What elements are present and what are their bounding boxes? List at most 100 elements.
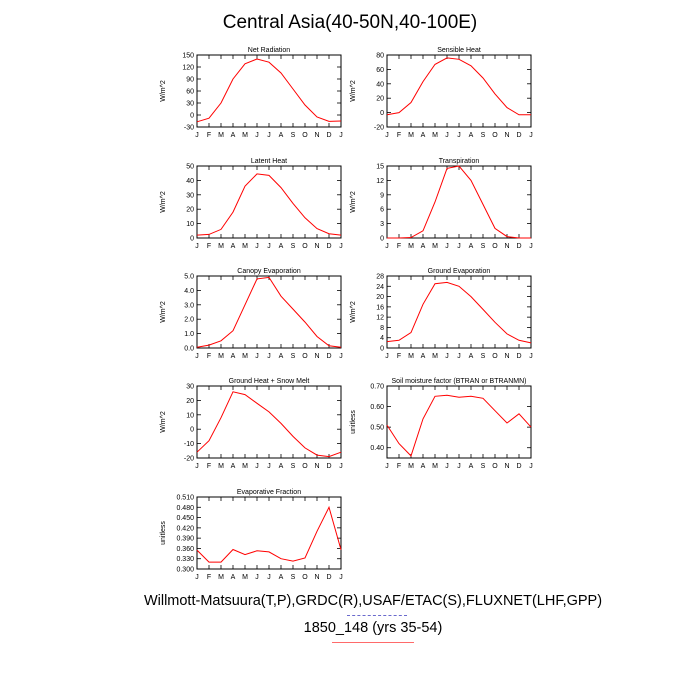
y-axis-label: W/m^2	[160, 301, 167, 323]
y-axis-label: W/m^2	[350, 80, 357, 102]
x-tick-label: D	[326, 353, 331, 360]
y-axis-label: W/m^2	[350, 301, 357, 323]
x-tick-label: J	[267, 243, 271, 250]
series-line	[386, 57, 531, 116]
x-tick-label: J	[445, 463, 449, 470]
x-tick-label: O	[302, 463, 308, 470]
x-tick-label: M	[432, 463, 438, 470]
x-tick-label: D	[326, 574, 331, 581]
x-tick-label: S	[481, 132, 486, 139]
x-tick-label: F	[397, 463, 401, 470]
x-tick-label: A	[279, 574, 284, 581]
y-tick-label: 0.60	[370, 404, 384, 411]
panel-title: Transpiration	[439, 158, 480, 165]
x-tick-label: D	[326, 243, 331, 250]
y-tick-label: 60	[186, 89, 194, 96]
series-line	[196, 391, 342, 458]
caption-case-name: 1850_148 (yrs 35-54)	[303, 620, 443, 636]
x-tick-label: S	[481, 353, 486, 360]
panel-title: Canopy Evaporation	[237, 268, 301, 275]
x-tick-label: J	[339, 574, 343, 581]
x-tick-label: A	[469, 353, 474, 360]
x-tick-label: A	[231, 353, 236, 360]
series-line	[196, 276, 342, 348]
y-tick-label: -10	[184, 441, 194, 448]
y-tick-label: 0	[190, 113, 194, 120]
y-tick-label: 40	[186, 178, 194, 185]
y-tick-label: 120	[182, 65, 194, 72]
y-tick-label: 30	[186, 101, 194, 108]
y-tick-label: 4	[380, 335, 384, 342]
y-tick-label: 0.40	[370, 445, 384, 452]
x-tick-label: S	[481, 243, 486, 250]
x-tick-label: D	[516, 243, 521, 250]
y-tick-label: 30	[186, 384, 194, 391]
x-tick-label: N	[314, 132, 319, 139]
y-tick-label: 20	[376, 294, 384, 301]
x-tick-label: J	[529, 132, 533, 139]
y-tick-label: 5.0	[184, 274, 194, 281]
x-tick-label: N	[504, 132, 509, 139]
x-tick-label: J	[267, 574, 271, 581]
y-tick-label: 28	[376, 274, 384, 281]
x-tick-label: F	[397, 132, 401, 139]
x-tick-label: A	[279, 353, 284, 360]
series-line	[196, 505, 342, 563]
y-tick-label: 9	[380, 192, 384, 199]
y-tick-label: 0.420	[176, 525, 194, 532]
panel-title: Ground Heat + Snow Melt	[229, 378, 310, 385]
y-tick-label: 20	[376, 96, 384, 103]
x-tick-label: J	[457, 243, 461, 250]
x-tick-label: O	[492, 353, 498, 360]
x-tick-label: M	[432, 243, 438, 250]
y-tick-label: -20	[184, 456, 194, 463]
x-tick-label: M	[242, 132, 248, 139]
plot-frame	[386, 165, 532, 239]
x-tick-label: J	[385, 132, 389, 139]
y-tick-label: 16	[376, 304, 384, 311]
x-tick-label: J	[267, 463, 271, 470]
y-tick-label: 50	[186, 164, 194, 171]
x-tick-label: D	[326, 132, 331, 139]
x-tick-label: J	[529, 353, 533, 360]
panel-title: Sensible Heat	[437, 47, 481, 54]
y-tick-label: 3.0	[184, 302, 194, 309]
y-tick-label: 0.480	[176, 505, 194, 512]
y-tick-label: 90	[186, 77, 194, 84]
x-tick-label: N	[504, 353, 509, 360]
x-tick-label: J	[267, 353, 271, 360]
x-tick-label: A	[279, 463, 284, 470]
y-tick-label: 40	[376, 81, 384, 88]
x-tick-label: M	[218, 132, 224, 139]
x-tick-label: A	[421, 132, 426, 139]
y-tick-label: 0.390	[176, 536, 194, 543]
y-tick-label: 20	[186, 207, 194, 214]
x-tick-label: A	[469, 132, 474, 139]
x-tick-label: S	[291, 574, 296, 581]
y-axis-label: W/m^2	[160, 80, 167, 102]
x-tick-label: M	[408, 353, 414, 360]
chart-panel-8: Soil moisture factor (BTRAN or BTRANMN) u…	[350, 378, 533, 470]
caption-data-sources: Willmott-Matsuura(T,P),GRDC(R),USAF/ETAC…	[143, 593, 603, 609]
y-tick-label: 0.450	[176, 515, 194, 522]
x-tick-label: A	[279, 243, 284, 250]
y-tick-label: 12	[376, 315, 384, 322]
x-tick-label: J	[457, 132, 461, 139]
x-tick-label: F	[397, 243, 401, 250]
y-tick-label: 0.360	[176, 546, 194, 553]
y-tick-label: 15	[376, 164, 384, 171]
y-axis-label: unitless	[350, 410, 357, 434]
x-tick-label: N	[314, 243, 319, 250]
y-tick-label: 12	[376, 178, 384, 185]
x-tick-label: J	[445, 132, 449, 139]
series-line	[386, 281, 532, 344]
x-tick-label: D	[516, 132, 521, 139]
x-tick-label: D	[516, 463, 521, 470]
x-tick-label: F	[207, 353, 211, 360]
plot-frame	[386, 54, 532, 128]
x-tick-label: N	[504, 243, 509, 250]
plot-frame	[196, 496, 342, 570]
